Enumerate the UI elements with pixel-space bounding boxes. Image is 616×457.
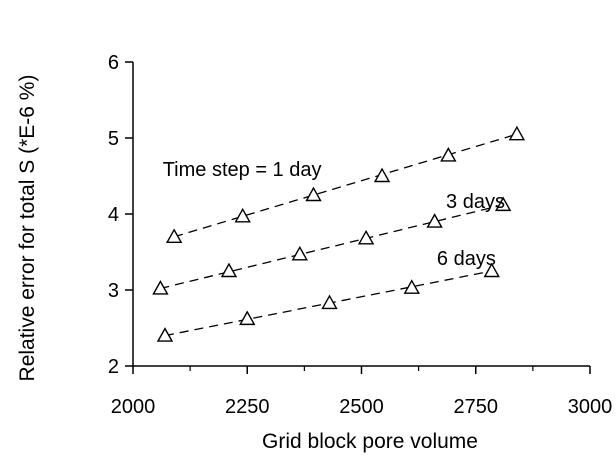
x-axis-label: Grid block pore volume bbox=[262, 430, 478, 453]
x-tick-label: 2750 bbox=[454, 396, 499, 418]
data-point-marker bbox=[165, 228, 183, 244]
y-tick-label: 6 bbox=[108, 52, 119, 74]
data-point-marker bbox=[426, 213, 443, 228]
data-point-marker bbox=[291, 245, 308, 261]
data-point-marker bbox=[321, 294, 338, 310]
trend-line bbox=[173, 133, 518, 238]
x-ticks: 2000 2250 2500 2750 3000 bbox=[111, 366, 613, 418]
trend-line bbox=[160, 204, 504, 290]
y-tick-label: 2 bbox=[108, 356, 119, 378]
axes bbox=[132, 62, 590, 367]
data-point-marker bbox=[156, 327, 174, 342]
x-tick-label: 2500 bbox=[339, 396, 384, 418]
data-point-marker bbox=[234, 207, 251, 223]
series-annotation: 6 days bbox=[437, 248, 496, 270]
data-point-marker bbox=[305, 186, 322, 202]
data-point-marker bbox=[373, 167, 391, 183]
data-point-marker bbox=[239, 310, 256, 326]
data-point-marker bbox=[220, 262, 238, 278]
y-ticks: 2 3 4 5 6 bbox=[108, 52, 133, 378]
series-annotation: 3 days bbox=[446, 191, 505, 213]
annotations: Time step = 1 day 3 days 6 days bbox=[163, 159, 505, 270]
y-tick-label: 4 bbox=[108, 204, 119, 226]
data-point-marker bbox=[508, 125, 526, 141]
x-tick-label: 2000 bbox=[111, 396, 156, 418]
series-annotation: Time step = 1 day bbox=[163, 159, 322, 181]
x-tick-label: 3000 bbox=[568, 396, 613, 418]
data-point-marker bbox=[403, 279, 420, 294]
y-axis-label: Relative error for total S (*E-6 %) bbox=[16, 75, 39, 382]
data-point-marker bbox=[483, 262, 500, 278]
data-point-marker bbox=[440, 147, 457, 162]
y-tick-label: 3 bbox=[108, 280, 119, 302]
y-tick-label: 5 bbox=[108, 128, 119, 150]
data-point-marker bbox=[152, 280, 169, 295]
x-tick-label: 2250 bbox=[225, 396, 270, 418]
markers bbox=[152, 125, 526, 342]
data-point-marker bbox=[357, 229, 375, 245]
data-point-marker bbox=[494, 196, 512, 212]
